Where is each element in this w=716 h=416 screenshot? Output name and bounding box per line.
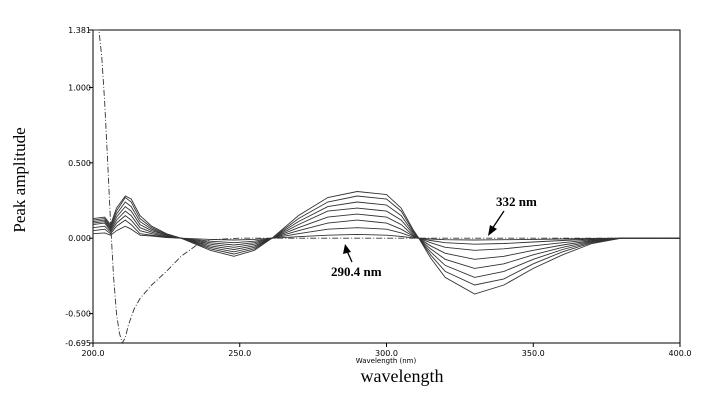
series-line-5 bbox=[92, 210, 680, 260]
y-axis-ticks: 1.381 1.000 0.500 0.000 -0.500 -0.695 bbox=[65, 26, 93, 348]
y-tick-label: -0.695 bbox=[65, 339, 91, 348]
series-line-6 bbox=[92, 205, 680, 269]
y-tick-label: -0.500 bbox=[65, 310, 91, 319]
series-line-7 bbox=[92, 201, 680, 278]
x-axis-label: wavelength bbox=[361, 366, 444, 386]
series-line-3 bbox=[92, 219, 680, 245]
series-line-4 bbox=[92, 215, 680, 251]
series-line-9 bbox=[92, 191, 680, 295]
y-tick-label: 0.000 bbox=[68, 234, 91, 243]
x-tick-label: 300.0 bbox=[375, 349, 398, 358]
annotation-290nm-arrow-head bbox=[343, 244, 351, 254]
annotation-290nm: 290.4 nm bbox=[331, 244, 382, 279]
series-group bbox=[92, 29, 680, 345]
annotation-332nm: 332 nm bbox=[488, 194, 537, 236]
x-tick-label: 200.0 bbox=[82, 349, 105, 358]
series-line-8 bbox=[92, 195, 680, 286]
annotation-290nm-arrow-shaft bbox=[346, 250, 353, 263]
plot-frame bbox=[92, 29, 681, 344]
annotation-290nm-label: 290.4 nm bbox=[331, 264, 382, 279]
x-tick-label: 250.0 bbox=[228, 349, 251, 358]
annotation-332nm-arrow-shaft bbox=[491, 210, 505, 230]
annotation-332nm-arrow-head bbox=[488, 225, 497, 236]
annotation-332nm-label: 332 nm bbox=[496, 194, 537, 209]
series-line-2 bbox=[92, 225, 680, 241]
y-tick-label: 1.381 bbox=[68, 26, 91, 35]
x-tick-label: 400.0 bbox=[669, 349, 692, 358]
y-axis-label: Peak amplitude bbox=[10, 127, 29, 232]
y-tick-label: 1.000 bbox=[68, 83, 91, 92]
axis-title-wavelength-nm: Wavelength (nm) bbox=[356, 357, 417, 365]
series-line-1 bbox=[93, 29, 680, 345]
x-axis-ticks: 200.0 250.0 300.0 350.0 400.0 bbox=[82, 343, 692, 358]
x-tick-label: 350.0 bbox=[522, 349, 545, 358]
y-tick-label: 0.500 bbox=[68, 159, 91, 168]
